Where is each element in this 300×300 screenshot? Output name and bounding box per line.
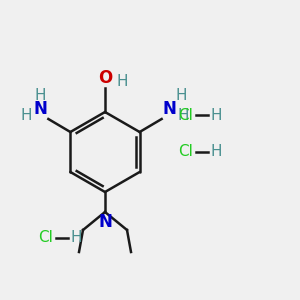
Text: Cl: Cl [38, 230, 53, 245]
Text: H: H [178, 107, 189, 122]
Text: N: N [34, 100, 47, 118]
Text: H: H [71, 230, 82, 245]
Text: O: O [98, 69, 112, 87]
Text: N: N [163, 100, 176, 118]
Text: N: N [98, 213, 112, 231]
Text: H: H [35, 88, 46, 103]
Text: H: H [116, 74, 128, 88]
Text: Cl: Cl [178, 107, 193, 122]
Text: H: H [211, 107, 223, 122]
Text: H: H [211, 145, 223, 160]
Text: Cl: Cl [178, 145, 193, 160]
Text: H: H [176, 88, 187, 103]
Text: H: H [21, 107, 32, 122]
